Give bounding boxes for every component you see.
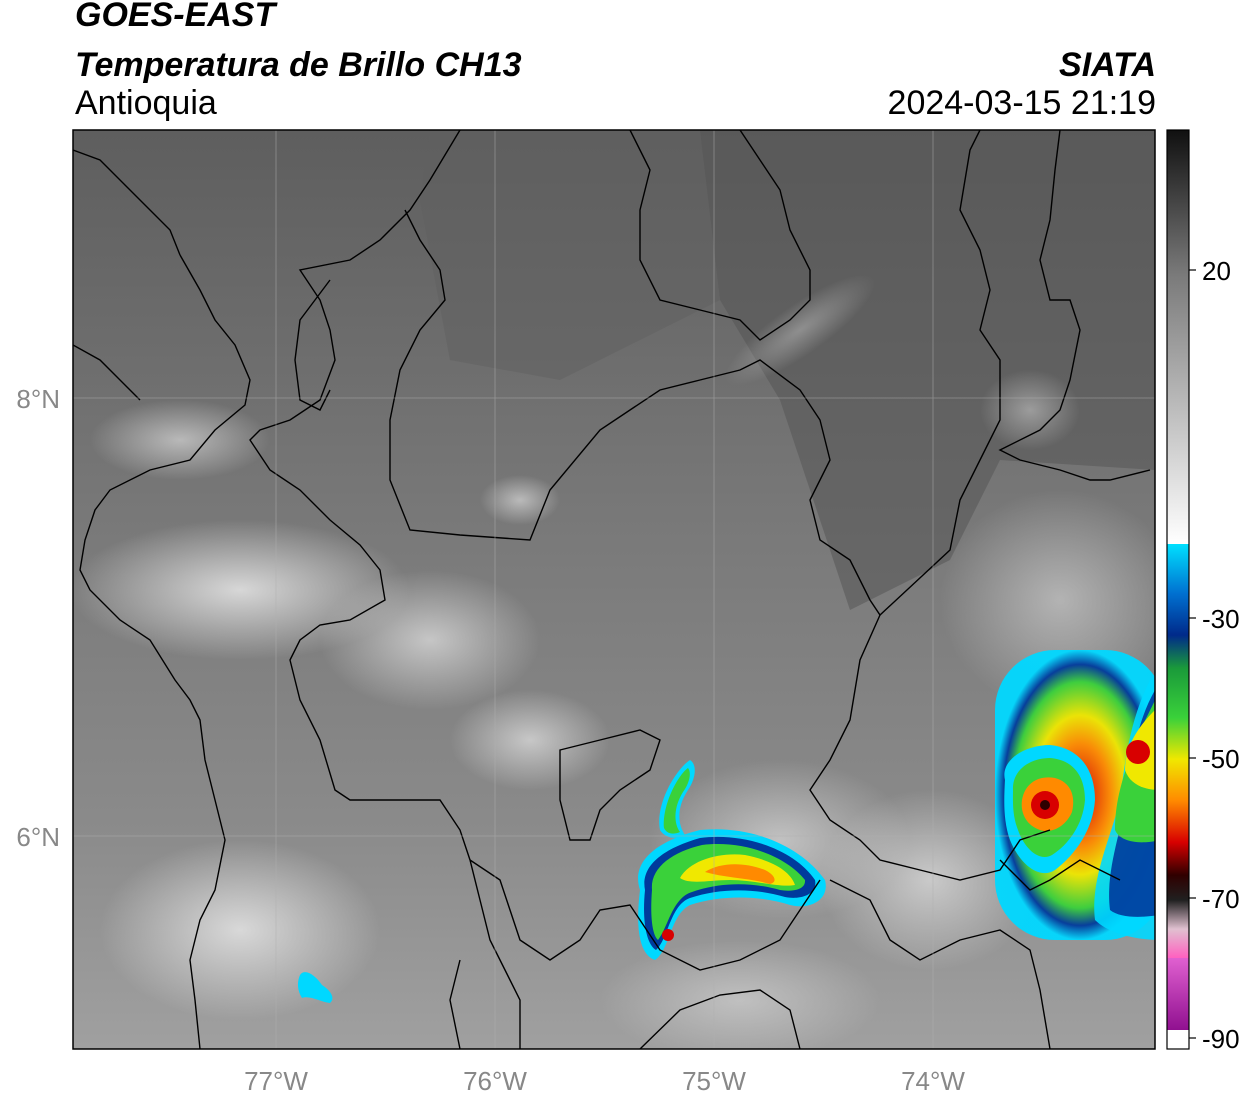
colorbar-tick-label: -30	[1202, 604, 1240, 634]
map-panel	[73, 130, 1155, 1049]
agency-label: SIATA	[1059, 46, 1156, 84]
colorbar-tick-label: 20	[1202, 256, 1231, 286]
boundaries	[73, 130, 1151, 1049]
colorbar-tick-label: -50	[1202, 744, 1240, 774]
lon-tick-label: 76°W	[463, 1066, 527, 1096]
datetime-label: 2024-03-15 21:19	[887, 84, 1156, 122]
lon-tick-label: 75°W	[682, 1066, 746, 1096]
lat-ticks: 8°N 6°N	[16, 384, 60, 852]
lon-tick-label: 74°W	[901, 1066, 965, 1096]
colorbar-tick-label: -70	[1202, 884, 1240, 914]
colorbar: 20 -30 -50 -70 -90	[1166, 129, 1240, 1054]
lon-ticks: 77°W 76°W 75°W 74°W	[244, 1066, 965, 1096]
colorbar-tick-label: -90	[1202, 1024, 1240, 1054]
lon-tick-label: 77°W	[244, 1066, 308, 1096]
region-label: Antioquia	[75, 84, 217, 122]
convective-cells	[297, 650, 1155, 1003]
product-title: Temperatura de Brillo CH13	[75, 46, 522, 84]
satellite-title: GOES-EAST	[75, 0, 276, 34]
map-frame	[72, 129, 1156, 1050]
graticule	[73, 130, 1155, 1049]
lat-tick-label: 8°N	[16, 384, 60, 414]
lat-tick-label: 6°N	[16, 822, 60, 852]
